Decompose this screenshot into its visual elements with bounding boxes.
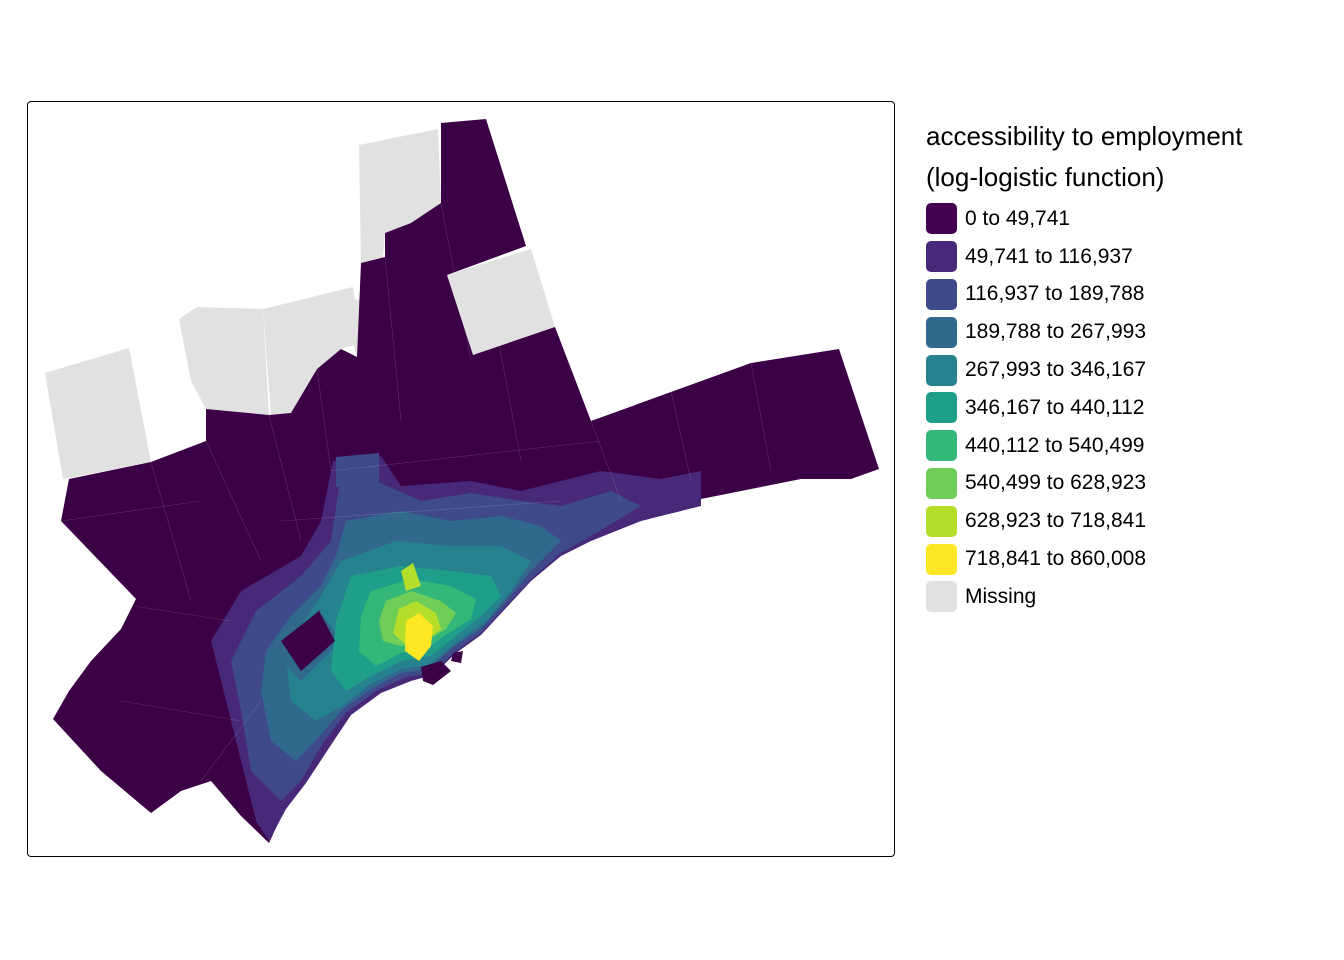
legend: accessibility to employment (log-logisti…: [926, 116, 1242, 616]
legend-items: 0 to 49,741 49,741 to 116,937 116,937 to…: [926, 200, 1242, 616]
legend-swatch: [926, 316, 957, 348]
legend-swatch: [926, 430, 957, 462]
islands: [421, 651, 463, 685]
legend-swatch: [926, 278, 957, 310]
map-panel[interactable]: [27, 101, 895, 857]
legend-swatch: [926, 203, 957, 235]
missing-areas: [45, 129, 555, 479]
legend-item: 540,499 to 628,923: [926, 465, 1242, 503]
legend-label: Missing: [965, 584, 1037, 608]
tract-boundaries: [60, 202, 772, 782]
legend-item: 346,167 to 440,112: [926, 389, 1242, 427]
legend-swatch: [926, 581, 957, 613]
legend-swatch: [926, 467, 957, 499]
legend-item: 0 to 49,741: [926, 200, 1242, 238]
legend-label: 267,993 to 346,167: [965, 358, 1147, 382]
legend-label: 718,841 to 860,008: [965, 547, 1147, 571]
legend-item: 628,923 to 718,841: [926, 502, 1242, 540]
legend-title-line-2: (log-logistic function): [926, 162, 1165, 192]
legend-label: 346,167 to 440,112: [965, 395, 1145, 419]
legend-label: 189,788 to 267,993: [965, 320, 1147, 344]
legend-item: Missing: [926, 578, 1242, 616]
region-base: [53, 119, 879, 843]
choropleth-map[interactable]: [28, 102, 894, 856]
legend-swatch: [926, 241, 957, 273]
legend-label: 49,741 to 116,937: [965, 244, 1133, 268]
legend-swatch: [926, 505, 957, 537]
accessibility-bands: [211, 453, 701, 841]
legend-item: 440,112 to 540,499: [926, 427, 1242, 465]
legend-swatch: [926, 543, 957, 575]
legend-item: 718,841 to 860,008: [926, 540, 1242, 578]
legend-label: 440,112 to 540,499: [965, 433, 1145, 457]
legend-swatch: [926, 392, 957, 424]
legend-swatch: [926, 354, 957, 386]
legend-label: 0 to 49,741: [965, 206, 1071, 230]
legend-label: 628,923 to 718,841: [965, 509, 1147, 533]
legend-item: 189,788 to 267,993: [926, 313, 1242, 351]
legend-item: 49,741 to 116,937: [926, 238, 1242, 276]
legend-label: 540,499 to 628,923: [965, 471, 1147, 495]
legend-item: 116,937 to 189,788: [926, 276, 1242, 314]
legend-title-line-1: accessibility to employment: [926, 121, 1243, 151]
legend-label: 116,937 to 189,788: [965, 282, 1145, 306]
legend-item: 267,993 to 346,167: [926, 351, 1242, 389]
